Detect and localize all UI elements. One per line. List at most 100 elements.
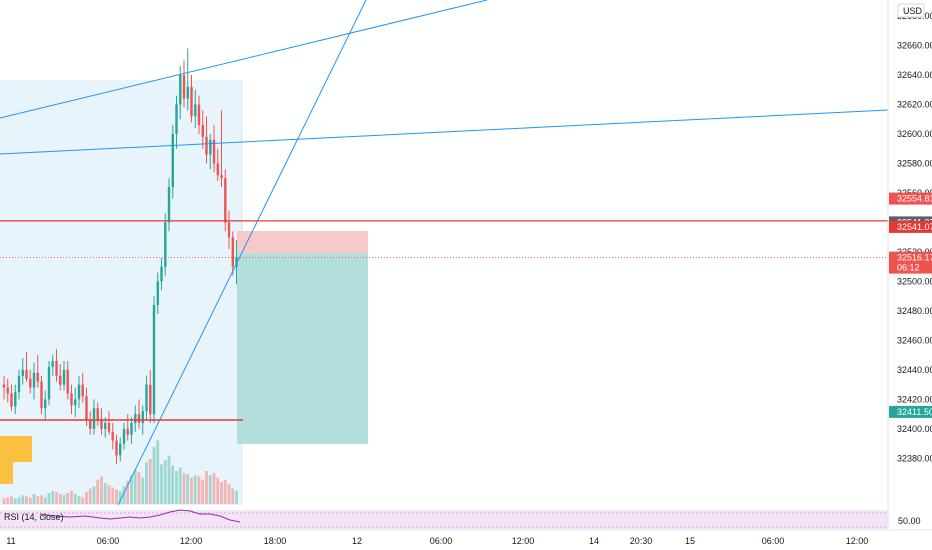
candle-body <box>145 385 147 412</box>
volume-bar <box>156 440 159 504</box>
time-tick-label: 15 <box>685 536 695 546</box>
volume-bar <box>220 482 223 504</box>
volume-bar <box>59 494 62 504</box>
volume-bar <box>209 475 212 504</box>
time-tick-label: 12 <box>352 536 362 546</box>
candle-body <box>25 370 27 379</box>
volume-bar <box>104 483 107 504</box>
candle-body <box>48 367 50 399</box>
candle-body <box>205 137 207 155</box>
candle-body <box>115 441 117 456</box>
volume-bar <box>85 492 88 504</box>
volume-bar <box>145 462 148 504</box>
volume-bar <box>190 478 193 504</box>
price-tag-countdown: 06:12 <box>897 263 920 273</box>
candle-body <box>82 385 84 397</box>
candle-body <box>168 187 170 222</box>
volume-bar <box>160 464 163 504</box>
time-tick-label: 14 <box>589 536 599 546</box>
volume-bar <box>81 497 84 504</box>
volume-bar <box>48 493 51 504</box>
time-tick-label: 11 <box>6 536 15 546</box>
volume-bar <box>21 495 24 504</box>
candle-body <box>18 376 20 392</box>
candle-body <box>183 75 185 99</box>
candle-body <box>10 394 12 407</box>
candle-body <box>7 388 9 394</box>
orange-marker-tail <box>0 462 13 484</box>
volume-bar <box>74 494 77 504</box>
volume-bar <box>201 480 204 504</box>
candle-body <box>29 379 31 388</box>
time-tick-label: 18:00 <box>264 536 287 546</box>
currency-label: USD <box>903 6 923 16</box>
candle-body <box>123 429 125 444</box>
candle-body <box>78 385 80 400</box>
price-tick-label: 32380.00 <box>897 453 932 463</box>
candle-body <box>112 432 114 441</box>
candle-body <box>187 87 189 99</box>
volume-bar <box>186 474 189 504</box>
candle-body <box>67 370 69 394</box>
time-tick-label: 12:00 <box>512 536 535 546</box>
candle-body <box>97 408 99 420</box>
price-tag-label: 32541.07 <box>897 222 932 232</box>
candle-body <box>74 399 76 405</box>
candle-body <box>70 394 72 406</box>
position-target-zone[interactable] <box>237 253 368 444</box>
candle-body <box>142 411 144 423</box>
price-tick-label: 32500.00 <box>897 276 932 286</box>
volume-bar <box>198 477 201 505</box>
volume-bar <box>93 486 96 504</box>
volume-bar <box>231 489 234 504</box>
candle-body <box>37 373 39 382</box>
volume-bar <box>70 491 73 504</box>
volume-bar <box>134 470 137 504</box>
time-tick-label: 12:00 <box>180 536 203 546</box>
volume-bar <box>228 484 231 504</box>
candle-body <box>175 105 177 135</box>
time-tick-label: 06:00 <box>97 536 120 546</box>
price-tick-label: 32440.00 <box>897 365 932 375</box>
candle-body <box>59 376 61 385</box>
candle-body <box>85 396 87 420</box>
candle-body <box>198 105 200 126</box>
time-tick-label: 06:00 <box>430 536 453 546</box>
candle-body <box>194 105 196 117</box>
candle-body <box>33 373 35 388</box>
price-tick-label: 32640.00 <box>897 70 932 80</box>
volume-bar <box>51 491 54 504</box>
volume-bar <box>3 499 6 505</box>
volume-bar <box>44 497 47 504</box>
candle-body <box>179 75 181 105</box>
candle-body <box>209 140 211 155</box>
orange-marker-box[interactable] <box>0 436 32 462</box>
price-tick-label: 32460.00 <box>897 335 932 345</box>
volume-bar <box>171 466 174 505</box>
candle-body <box>157 281 159 305</box>
position-stop-zone[interactable] <box>237 231 368 253</box>
volume-bar <box>168 456 171 504</box>
candle-body <box>164 222 166 266</box>
volume-bar <box>55 492 58 504</box>
rsi-label[interactable]: RSI (14, close) <box>4 512 64 522</box>
volume-bar <box>138 472 141 504</box>
price-tag-label: 32411.50 <box>897 407 932 417</box>
candle-body <box>93 408 95 429</box>
rsi-level-label: 50.00 <box>898 516 921 526</box>
candle-body <box>153 305 155 414</box>
volume-bar <box>175 471 178 504</box>
time-tick-label: 06:00 <box>762 536 785 546</box>
candle-body <box>52 361 54 367</box>
candle-body <box>89 420 91 429</box>
price-tick-label: 32420.00 <box>897 394 932 404</box>
candle-body <box>119 444 121 456</box>
volume-bar <box>33 494 36 504</box>
candle-body <box>217 163 219 175</box>
time-tick-label: 20:30 <box>630 536 653 546</box>
volume-bar <box>164 460 167 504</box>
candle-body <box>134 414 136 423</box>
candle-body <box>232 237 234 267</box>
volume-bar <box>10 496 13 504</box>
